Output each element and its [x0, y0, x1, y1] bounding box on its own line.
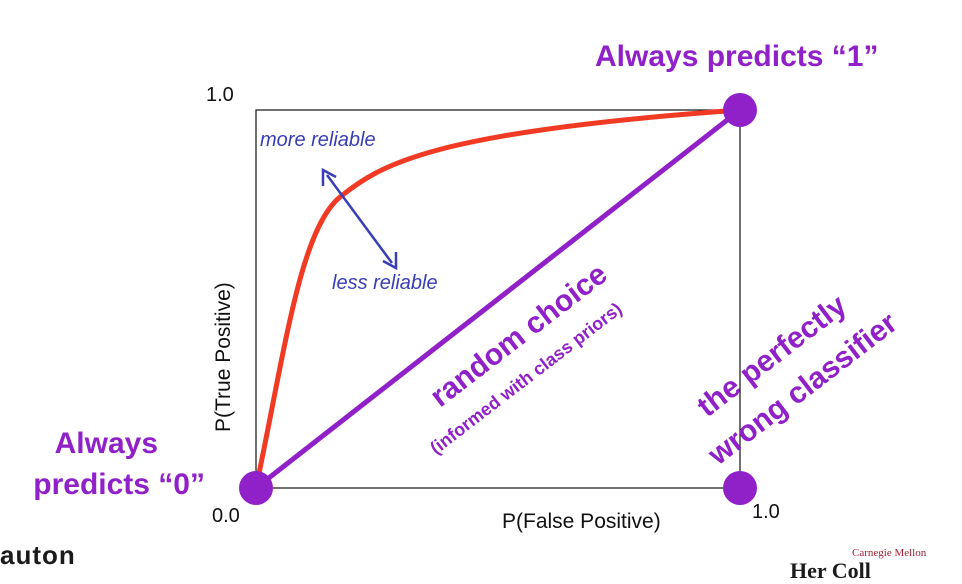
dot-always-zero	[239, 471, 273, 505]
y-axis-label: P(True Positive)	[212, 282, 235, 432]
always-one-label: Always predicts “1”	[595, 40, 878, 73]
origin-tick: 0.0	[212, 505, 240, 527]
y-tick-max: 1.0	[206, 84, 234, 106]
x-axis-label: P(False Positive)	[502, 510, 661, 533]
auton-logo: auton	[0, 540, 76, 570]
more-reliable-label: more reliable	[260, 129, 376, 151]
random-diagonal	[254, 108, 742, 490]
x-tick-max: 1.0	[752, 501, 780, 523]
always-zero-label-line1: Always	[55, 427, 158, 460]
cmu-logo-small: Carnegie Mellon	[852, 547, 927, 559]
dot-always-one	[723, 93, 757, 127]
always-zero-label-line2: predicts “0”	[33, 468, 205, 501]
reliability-arrow	[321, 167, 398, 271]
plot-frame	[255, 109, 741, 489]
less-reliable-label: less reliable	[332, 272, 438, 294]
cmu-logo-big: Her Coll	[790, 558, 871, 583]
roc-diagram: 1.0 0.0 1.0 P(False Positive) P(True Pos…	[33, 40, 903, 533]
dot-perfectly-wrong	[723, 471, 757, 505]
